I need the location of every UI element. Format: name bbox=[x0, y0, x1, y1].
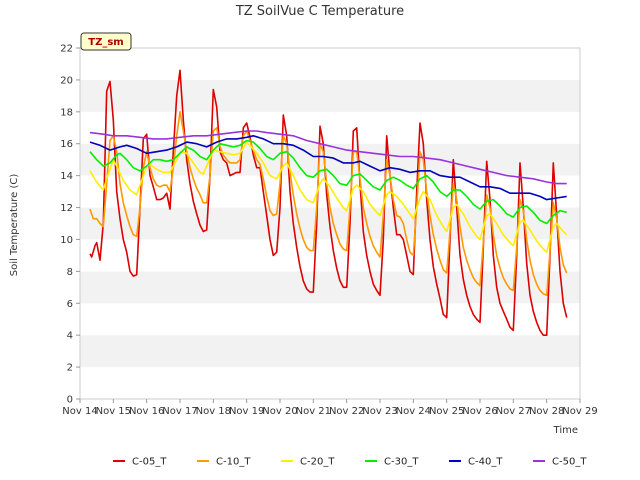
grid-band bbox=[80, 79, 580, 112]
series-line-c-20-t bbox=[89, 141, 568, 253]
x-tick-label: Nov 22 bbox=[329, 406, 364, 417]
y-tick-label: 18 bbox=[60, 107, 73, 118]
legend-item: C-50_T bbox=[533, 457, 587, 468]
legend-label: C-20_T bbox=[300, 457, 335, 468]
x-tick-label: Nov 29 bbox=[562, 406, 597, 417]
x-tick-label: Nov 20 bbox=[262, 406, 297, 417]
plot-frame bbox=[79, 47, 581, 400]
x-tick-label: Nov 18 bbox=[196, 406, 231, 417]
x-tick-label: Nov 26 bbox=[462, 406, 497, 417]
x-tick-label: Nov 25 bbox=[429, 406, 464, 417]
legend-label: C-40_T bbox=[468, 457, 503, 468]
series-line-c-40-t bbox=[89, 135, 567, 201]
grid-band bbox=[80, 303, 580, 336]
x-tick-label: Nov 24 bbox=[396, 406, 431, 417]
y-tick-label: 12 bbox=[60, 203, 73, 214]
grid-band bbox=[80, 239, 580, 272]
y-tick-label: 0 bbox=[67, 395, 73, 406]
x-tick-label: Nov 23 bbox=[362, 406, 397, 417]
series-line-c-10-t bbox=[89, 111, 568, 297]
legend: C-05_T C-10_T C-20_T C-30_T C-40_T C-50_T bbox=[113, 457, 587, 468]
x-axis-title: Time bbox=[553, 425, 578, 436]
x-tick-label: Nov 17 bbox=[162, 406, 197, 417]
grid-band bbox=[80, 271, 580, 304]
site-badge-label: TZ_sm bbox=[88, 37, 123, 48]
y-axis-title: Soil Temperature (C) bbox=[9, 174, 20, 277]
grid-band bbox=[80, 335, 580, 368]
grid-band bbox=[80, 48, 580, 80]
y-tick-label: 20 bbox=[60, 75, 73, 86]
series-layer bbox=[89, 69, 568, 336]
legend-label: C-30_T bbox=[384, 457, 419, 468]
y-tick-label: 10 bbox=[60, 235, 73, 246]
x-tick-label: Nov 14 bbox=[62, 406, 97, 417]
y-tick-label: 14 bbox=[60, 171, 73, 182]
y-tick-label: 6 bbox=[67, 299, 73, 310]
legend-label: C-50_T bbox=[552, 457, 587, 468]
legend-label: C-10_T bbox=[216, 457, 251, 468]
x-tick-label: Nov 27 bbox=[496, 406, 531, 417]
legend-item: C-30_T bbox=[365, 457, 419, 468]
legend-item: C-40_T bbox=[449, 457, 503, 468]
site-badge: TZ_sm bbox=[80, 32, 132, 51]
site-badge-box bbox=[80, 32, 132, 51]
chart-title: TZ SoilVue C Temperature bbox=[235, 4, 404, 19]
grid-band bbox=[80, 367, 580, 399]
legend-item: C-20_T bbox=[281, 457, 335, 468]
x-tick-label: Nov 15 bbox=[96, 406, 131, 417]
legend-item: C-05_T bbox=[113, 457, 167, 468]
y-tick-label: 8 bbox=[67, 267, 73, 278]
x-tick-label: Nov 28 bbox=[529, 406, 564, 417]
y-axis-ticks: 0 2 4 6 8 10 12 14 16 18 20 22 bbox=[60, 44, 80, 406]
series-line-c-30-t bbox=[89, 139, 567, 225]
series-line-c-05-t bbox=[89, 69, 568, 336]
legend-item: C-10_T bbox=[197, 457, 251, 468]
y-tick-label: 16 bbox=[60, 139, 73, 150]
y-tick-label: 22 bbox=[60, 44, 73, 55]
x-tick-label: Nov 19 bbox=[229, 406, 264, 417]
legend-label: C-05_T bbox=[132, 457, 167, 468]
x-tick-label: Nov 21 bbox=[296, 406, 331, 417]
x-tick-label: Nov 16 bbox=[129, 406, 164, 417]
y-tick-label: 2 bbox=[67, 363, 73, 374]
series-line-c-50-t bbox=[89, 130, 567, 185]
y-tick-label: 4 bbox=[67, 331, 73, 342]
